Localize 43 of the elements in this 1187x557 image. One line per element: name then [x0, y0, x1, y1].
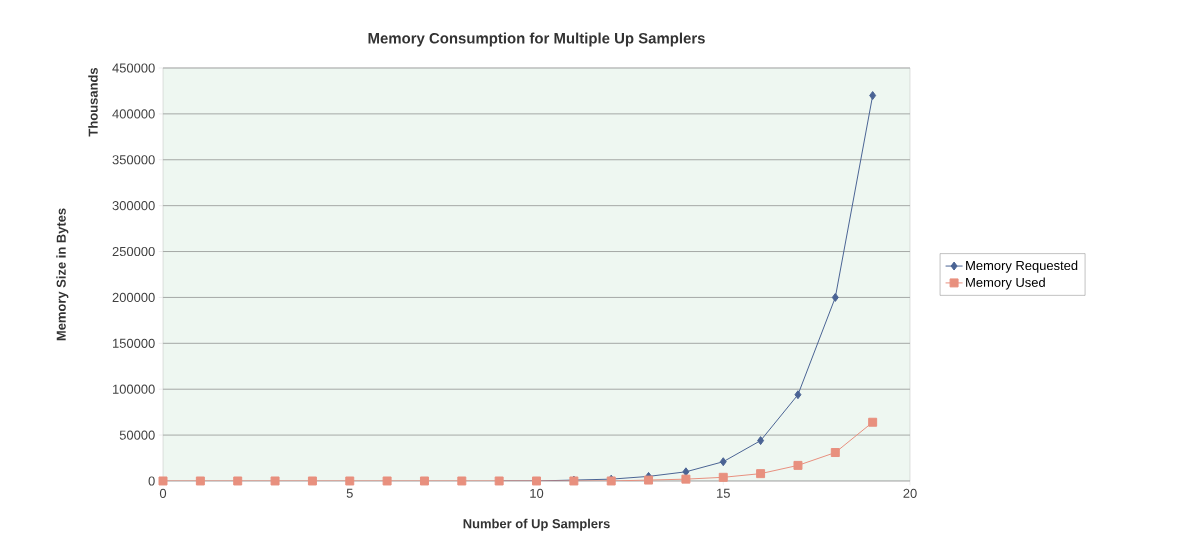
chart-title: Memory Consumption for Multiple Up Samplers [368, 32, 705, 47]
legend-label: Memory Used [966, 277, 1045, 290]
point [233, 476, 243, 486]
point [756, 469, 766, 479]
y-tick-label: 250000 [112, 246, 155, 257]
x-tick-label: 5 [346, 488, 353, 498]
point [793, 460, 803, 470]
point [794, 390, 802, 400]
y-tick-label: 450000 [112, 63, 155, 73]
x-tick-label: 20 [903, 488, 917, 498]
point [869, 91, 877, 100]
x-tick-label: 15 [717, 488, 730, 498]
point [682, 467, 690, 477]
point [419, 476, 429, 486]
point [719, 457, 727, 467]
x-tick-label: 10 [530, 488, 544, 498]
point [757, 436, 765, 446]
point [382, 476, 392, 486]
y-tick-label: 350000 [112, 155, 155, 165]
x-axis-title: Number of Up Samplers [463, 518, 610, 531]
y-tick-label: 150000 [113, 338, 155, 348]
point [830, 448, 840, 458]
point [158, 476, 168, 486]
text: Thousands [88, 67, 98, 137]
y-axis-title: Memory Size in Bytes [56, 208, 69, 341]
point [868, 417, 878, 427]
point [681, 474, 691, 484]
point [718, 472, 728, 482]
point [457, 476, 467, 486]
x-tick-label: 0 [159, 488, 167, 498]
y-tick-label: 200000 [112, 292, 155, 303]
point [345, 476, 355, 486]
y-tick-label: 50000 [119, 430, 155, 440]
y-tick-label: 300000 [112, 201, 155, 211]
point [195, 476, 205, 486]
point [270, 476, 280, 486]
y-tick-label: 100000 [113, 384, 155, 394]
point [307, 476, 317, 486]
y-tick-label: 0 [148, 476, 155, 486]
point [831, 292, 839, 302]
legend-label: Memory Requested [966, 260, 1078, 273]
y-tick-label: 400000 [112, 109, 155, 119]
point [644, 475, 654, 485]
